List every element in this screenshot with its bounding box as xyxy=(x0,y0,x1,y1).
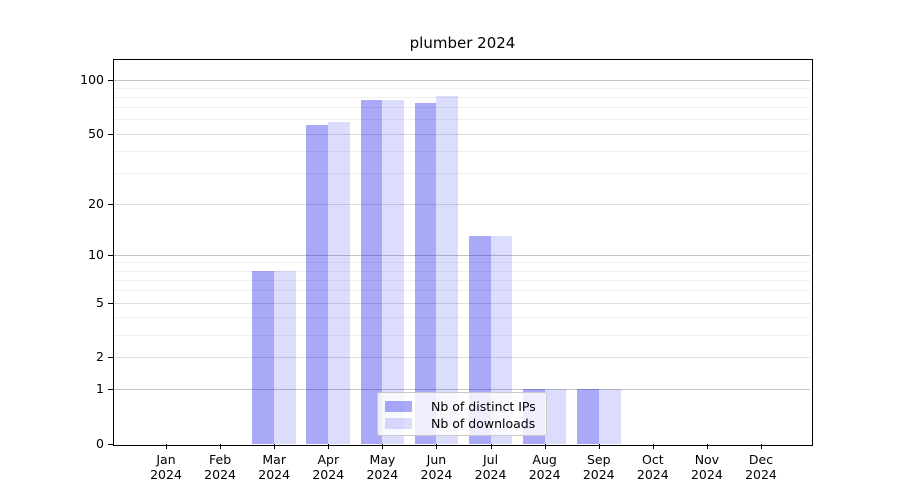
x-tick-jul xyxy=(490,444,492,449)
gridline-20 xyxy=(114,203,810,205)
gridline-2 xyxy=(114,357,810,359)
legend-item-distinct-ips: Nb of distinct IPs xyxy=(385,398,538,415)
y-tick-100 xyxy=(108,79,113,81)
x-tick-label-sep: Sep 2024 xyxy=(582,452,615,482)
y-tick-label-50: 50 xyxy=(88,125,104,141)
legend-swatch-distinct-ips xyxy=(385,401,412,412)
bar-nb-of-distinct-ips-may xyxy=(360,100,383,444)
gridline-70 xyxy=(114,107,810,109)
x-tick-nov xyxy=(706,444,708,449)
y-tick-2 xyxy=(108,357,113,359)
legend-swatch-downloads xyxy=(385,418,412,429)
bar-nb-of-downloads-sep xyxy=(598,389,621,444)
x-tick-may xyxy=(382,444,384,449)
x-tick-feb xyxy=(220,444,222,449)
y-tick-label-2: 2 xyxy=(96,349,104,365)
legend-label-downloads: Nb of downloads xyxy=(431,416,536,431)
bar-nb-of-distinct-ips-jun xyxy=(414,103,437,444)
legend: Nb of distinct IPs Nb of downloads xyxy=(377,392,547,436)
y-tick-5 xyxy=(108,302,113,304)
x-tick-label-jan: Jan 2024 xyxy=(150,452,182,482)
bar-nb-of-distinct-ips-apr xyxy=(306,124,329,444)
x-tick-dec xyxy=(760,444,762,449)
gridline-100 xyxy=(114,79,810,81)
x-tick-aug xyxy=(544,444,546,449)
x-tick-label-nov: Nov 2024 xyxy=(690,452,723,482)
gridline-80 xyxy=(114,97,810,99)
bar-nb-of-downloads-may xyxy=(382,100,405,444)
gridline-1 xyxy=(114,389,810,391)
x-tick-label-may: May 2024 xyxy=(366,452,399,482)
gridline-3 xyxy=(114,334,810,336)
y-tick-label-1: 1 xyxy=(96,381,104,397)
y-tick-10 xyxy=(108,254,113,256)
bar-nb-of-distinct-ips-jul xyxy=(468,235,491,444)
x-tick-oct xyxy=(652,444,654,449)
x-tick-label-aug: Aug 2024 xyxy=(528,452,561,482)
gridline-8 xyxy=(114,270,810,272)
gridline-7 xyxy=(114,279,810,281)
x-tick-label-feb: Feb 2024 xyxy=(204,452,236,482)
gridline-40 xyxy=(114,150,810,152)
y-tick-label-20: 20 xyxy=(88,195,104,211)
gridline-30 xyxy=(114,172,810,174)
gridline-90 xyxy=(114,87,810,89)
x-tick-label-jul: Jul 2024 xyxy=(474,452,507,482)
y-tick-label-100: 100 xyxy=(80,71,104,87)
legend-item-downloads: Nb of downloads xyxy=(385,415,538,432)
x-tick-label-mar: Mar 2024 xyxy=(258,452,291,482)
y-tick-label-10: 10 xyxy=(88,246,104,262)
y-tick-label-5: 5 xyxy=(96,294,104,310)
chart-title: plumber 2024 xyxy=(409,34,516,52)
gridline-50 xyxy=(114,133,810,135)
gridline-9 xyxy=(114,262,810,264)
x-tick-sep xyxy=(598,444,600,449)
y-tick-50 xyxy=(108,133,113,135)
x-tick-label-oct: Oct 2024 xyxy=(636,452,669,482)
plot-area xyxy=(112,58,813,446)
bar-nb-of-downloads-aug xyxy=(544,389,567,444)
y-tick-label-0: 0 xyxy=(96,436,104,451)
gridline-4 xyxy=(114,316,810,318)
x-tick-label-jun: Jun 2024 xyxy=(420,452,453,482)
y-tick-0 xyxy=(108,444,113,445)
gridline-10 xyxy=(114,254,810,256)
legend-label-distinct-ips: Nb of distinct IPs xyxy=(431,399,536,414)
gridline-6 xyxy=(114,290,810,292)
x-tick-jan xyxy=(166,444,167,449)
x-tick-label-apr: Apr 2024 xyxy=(312,452,345,482)
x-tick-apr xyxy=(328,444,330,449)
bar-nb-of-downloads-mar xyxy=(274,270,296,444)
bar-nb-of-downloads-jun xyxy=(436,96,459,444)
bar-nb-of-downloads-jul xyxy=(490,235,513,444)
x-tick-label-dec: Dec 2024 xyxy=(745,452,777,482)
y-tick-20 xyxy=(108,203,113,205)
bar-nb-of-distinct-ips-mar xyxy=(252,270,275,444)
x-tick-mar xyxy=(274,444,276,449)
x-tick-jun xyxy=(436,444,438,449)
bar-nb-of-downloads-apr xyxy=(328,122,351,444)
y-tick-1 xyxy=(108,389,113,391)
gridline-60 xyxy=(114,119,810,121)
gridline-5 xyxy=(114,302,810,304)
bar-nb-of-distinct-ips-sep xyxy=(576,389,599,444)
